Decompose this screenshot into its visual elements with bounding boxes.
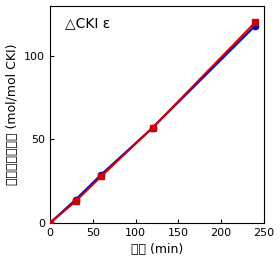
Y-axis label: 基質のリン酸化 (mol/mol CKI): 基質のリン酸化 (mol/mol CKI) [6,43,18,185]
X-axis label: 時間 (min): 時間 (min) [131,243,183,256]
Text: △CKI ε: △CKI ε [65,17,110,30]
